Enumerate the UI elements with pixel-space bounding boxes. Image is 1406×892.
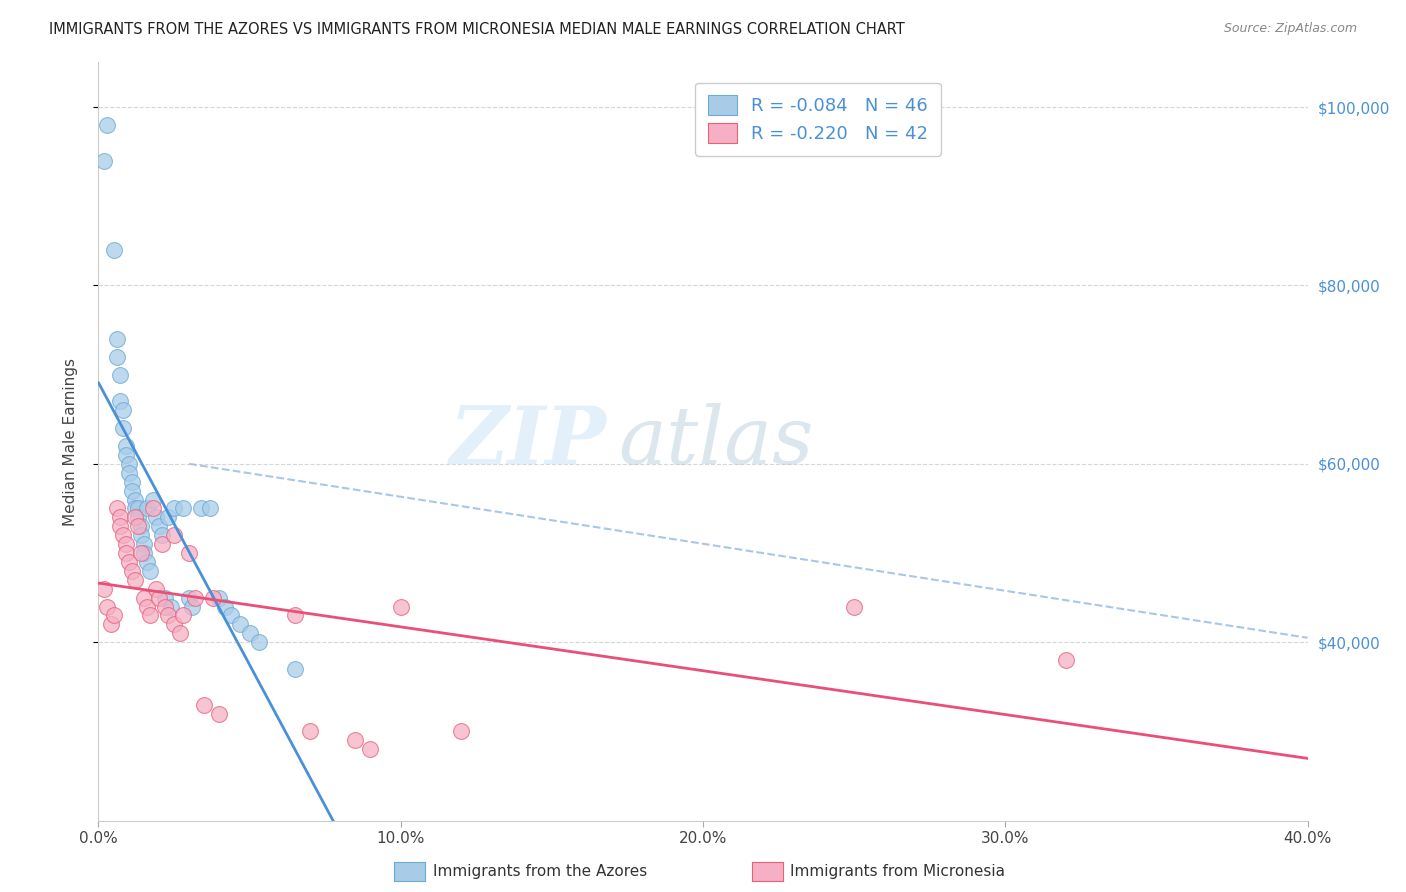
Point: [124, 510, 146, 524]
Point: [163, 617, 186, 632]
Point: [181, 599, 204, 614]
Point: [139, 564, 162, 578]
Point: [172, 608, 194, 623]
Point: [124, 492, 146, 507]
Point: [284, 608, 307, 623]
Point: [156, 510, 179, 524]
Text: ZIP: ZIP: [450, 403, 606, 480]
Point: [208, 706, 231, 721]
Point: [93, 582, 115, 596]
Point: [114, 537, 136, 551]
Point: [142, 492, 165, 507]
Point: [163, 501, 186, 516]
Point: [160, 599, 183, 614]
Point: [96, 118, 118, 132]
Point: [121, 483, 143, 498]
Legend: R = -0.084   N = 46, R = -0.220   N = 42: R = -0.084 N = 46, R = -0.220 N = 42: [695, 83, 941, 156]
Point: [247, 635, 270, 649]
Point: [105, 332, 128, 346]
Point: [129, 528, 152, 542]
Point: [190, 501, 212, 516]
Point: [208, 591, 231, 605]
Point: [179, 591, 201, 605]
Point: [389, 599, 412, 614]
Point: [108, 368, 131, 382]
Point: [148, 519, 170, 533]
Point: [221, 608, 243, 623]
Point: [127, 519, 149, 533]
Point: [132, 591, 155, 605]
Point: [153, 591, 176, 605]
Point: [172, 501, 194, 516]
Point: [121, 475, 143, 489]
Point: [114, 448, 136, 462]
Point: [105, 501, 128, 516]
Point: [135, 501, 157, 516]
Point: [1054, 653, 1077, 667]
Text: Immigrants from the Azores: Immigrants from the Azores: [433, 864, 647, 879]
Point: [124, 573, 146, 587]
Point: [118, 457, 141, 471]
Point: [184, 591, 207, 605]
Point: [145, 582, 167, 596]
Point: [450, 724, 472, 739]
Point: [132, 546, 155, 560]
Point: [193, 698, 215, 712]
Point: [179, 546, 201, 560]
Point: [132, 537, 155, 551]
Point: [844, 599, 866, 614]
Point: [139, 608, 162, 623]
Point: [108, 510, 131, 524]
Point: [360, 742, 382, 756]
Point: [96, 599, 118, 614]
Point: [108, 394, 131, 409]
Point: [93, 153, 115, 168]
Point: [202, 591, 225, 605]
Point: [127, 501, 149, 516]
Text: atlas: atlas: [619, 403, 814, 480]
Point: [150, 537, 173, 551]
Point: [127, 510, 149, 524]
Text: Immigrants from Micronesia: Immigrants from Micronesia: [790, 864, 1005, 879]
Point: [169, 626, 191, 640]
Point: [153, 599, 176, 614]
Point: [111, 528, 134, 542]
Point: [135, 555, 157, 569]
Point: [156, 608, 179, 623]
Point: [121, 564, 143, 578]
Point: [344, 733, 367, 747]
Point: [214, 599, 236, 614]
Point: [129, 519, 152, 533]
Point: [200, 501, 222, 516]
Point: [284, 662, 307, 676]
Point: [100, 617, 122, 632]
Point: [129, 546, 152, 560]
Point: [103, 608, 125, 623]
Point: [103, 243, 125, 257]
Point: [111, 403, 134, 417]
Text: Source: ZipAtlas.com: Source: ZipAtlas.com: [1223, 22, 1357, 36]
Point: [108, 519, 131, 533]
Point: [239, 626, 262, 640]
Text: IMMIGRANTS FROM THE AZORES VS IMMIGRANTS FROM MICRONESIA MEDIAN MALE EARNINGS CO: IMMIGRANTS FROM THE AZORES VS IMMIGRANTS…: [49, 22, 905, 37]
Point: [114, 546, 136, 560]
Point: [105, 350, 128, 364]
Point: [148, 591, 170, 605]
Point: [118, 466, 141, 480]
Point: [111, 421, 134, 435]
Point: [114, 439, 136, 453]
Y-axis label: Median Male Earnings: Median Male Earnings: [63, 358, 77, 525]
Point: [142, 501, 165, 516]
Point: [229, 617, 252, 632]
Point: [118, 555, 141, 569]
Point: [135, 599, 157, 614]
Point: [150, 528, 173, 542]
Point: [124, 501, 146, 516]
Point: [163, 528, 186, 542]
Point: [299, 724, 322, 739]
Point: [145, 510, 167, 524]
